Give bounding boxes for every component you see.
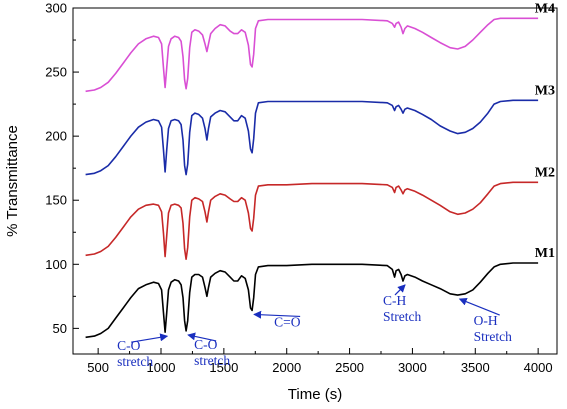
x-tick-label-3000: 3000 — [398, 360, 427, 375]
annotation-arrow-4 — [458, 297, 500, 316]
annotation-arrow-2 — [253, 310, 301, 319]
annotation-0-line-0: C-O — [117, 338, 141, 353]
annotation-1-line-0: C-O — [194, 337, 218, 352]
series-label-m2: M2 — [535, 165, 555, 180]
series-label-m3: M3 — [535, 83, 555, 98]
series-lines — [85, 17, 539, 339]
y-tick-label-300: 300 — [45, 1, 67, 16]
series-line-m4 — [85, 17, 539, 93]
y-tick-label-100: 100 — [45, 257, 67, 272]
annotation-0-line-1: stretch — [117, 354, 153, 369]
x-tick-label-1000: 1000 — [147, 360, 176, 375]
y-tick-label-50: 50 — [53, 321, 67, 336]
annotation-arrow-1 — [187, 332, 217, 342]
annotation-3-line-0: C-H — [383, 293, 407, 308]
annotation-arrow-3 — [394, 284, 406, 296]
series-labels: M1 M2 M3 M4 — [535, 1, 555, 261]
x-tick-label-2500: 2500 — [335, 360, 364, 375]
x-axis-label: Time (s) — [288, 386, 342, 403]
series-line-m1 — [85, 262, 539, 339]
series-line-m3 — [85, 99, 539, 176]
y-tick-label-250: 250 — [45, 65, 67, 80]
series-label-m1: M1 — [535, 246, 555, 261]
x-tick-label-500: 500 — [87, 360, 109, 375]
x-tick-label-2000: 2000 — [272, 360, 301, 375]
annotation-3-line-1: Stretch — [383, 309, 421, 324]
annotation-4-line-1: Stretch — [474, 329, 512, 344]
y-axis-ticks: 50 100 150 200 250 300 — [45, 1, 79, 336]
y-tick-label-150: 150 — [45, 193, 67, 208]
series-line-m2 — [85, 181, 539, 260]
series-label-m4: M4 — [535, 1, 555, 16]
x-tick-label-1500: 1500 — [209, 360, 238, 375]
y-tick-label-200: 200 — [45, 129, 67, 144]
x-tick-label-4000: 4000 — [524, 360, 553, 375]
annotation-2-line-0: C=O — [274, 314, 301, 329]
annotation-arrow-0 — [131, 333, 169, 343]
y-axis-label: % Transmittance — [4, 125, 21, 237]
annotation-4-line-0: O-H — [474, 313, 498, 328]
plot-frame — [72, 7, 558, 355]
x-tick-label-3500: 3500 — [461, 360, 490, 375]
x-axis-ticks: 500 1000 1500 2000 2500 3000 3500 4000 — [87, 348, 553, 375]
annotation-1-line-1: stretch — [194, 353, 230, 368]
